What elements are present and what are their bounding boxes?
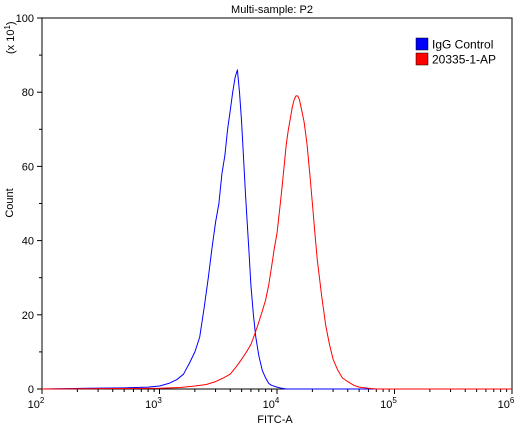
x-tick-label: 106 [498, 396, 515, 411]
x-tick-label: 102 [28, 396, 45, 411]
y-axis-label: Count [4, 188, 16, 217]
plot-border [41, 17, 513, 390]
x-tick-label: 105 [380, 396, 397, 411]
y-tick-label: 60 [22, 161, 34, 173]
x-tick-label: 103 [145, 396, 162, 411]
legend-label: IgG Control [432, 38, 493, 52]
plot-area [41, 17, 513, 390]
y-tick-label: 40 [22, 236, 34, 248]
y-multiplier-close: ) [5, 21, 17, 25]
legend-swatch [415, 37, 429, 51]
series-line-0 [41, 69, 512, 390]
y-axis-ticks: 0 20 40 60 80 100 [16, 13, 42, 396]
y-multiplier-exponent: 1 [3, 25, 12, 30]
legend-swatch [415, 52, 429, 66]
chart-title: Multi-sample: P2 [231, 4, 313, 16]
series-line-1 [41, 95, 512, 390]
y-tick-label: 80 [22, 87, 34, 99]
y-tick-label: 100 [16, 13, 34, 25]
y-tick-label: 20 [22, 310, 34, 322]
y-axis-multiplier: (x 101) [3, 21, 17, 54]
x-axis-ticks: 102 103 104 105 106 [28, 389, 515, 411]
y-tick-label: 0 [28, 384, 34, 396]
legend-label: 20335-1-AP [432, 53, 496, 67]
series-layer [41, 69, 512, 390]
x-axis-label: FITC-A [257, 414, 293, 426]
y-multiplier-text: (x 10 [5, 30, 17, 54]
x-tick-label: 104 [263, 396, 280, 411]
